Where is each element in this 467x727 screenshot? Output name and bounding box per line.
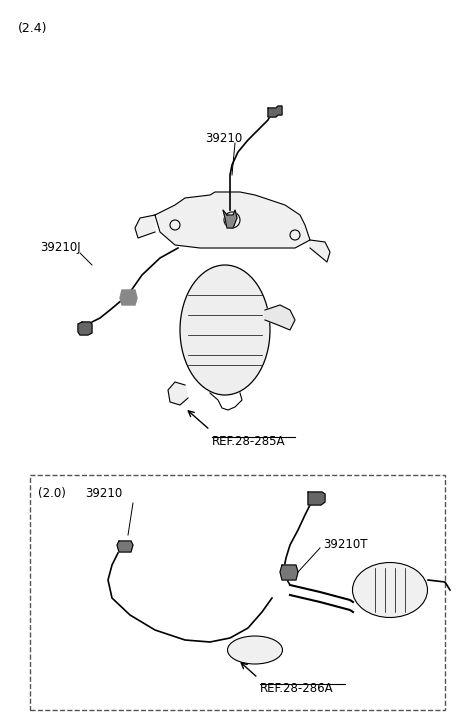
Ellipse shape <box>227 636 283 664</box>
Polygon shape <box>268 106 282 117</box>
Polygon shape <box>120 290 137 305</box>
Polygon shape <box>135 215 155 238</box>
Text: REF.28-285A: REF.28-285A <box>212 435 285 448</box>
Text: (2.4): (2.4) <box>18 22 48 35</box>
Ellipse shape <box>180 265 270 395</box>
Polygon shape <box>155 192 310 248</box>
Text: 39210: 39210 <box>205 132 242 145</box>
Polygon shape <box>280 565 298 580</box>
Text: REF.28-286A: REF.28-286A <box>260 682 333 695</box>
Polygon shape <box>168 382 188 405</box>
Ellipse shape <box>353 563 427 617</box>
Bar <box>30 475 445 710</box>
Polygon shape <box>310 240 330 262</box>
Polygon shape <box>308 492 325 505</box>
Polygon shape <box>265 305 295 330</box>
Text: (2.0): (2.0) <box>38 487 66 500</box>
Text: 39210: 39210 <box>85 487 122 500</box>
Polygon shape <box>117 541 133 552</box>
Text: 39210T: 39210T <box>323 539 368 552</box>
Polygon shape <box>78 322 92 335</box>
Text: 39210J: 39210J <box>40 241 81 254</box>
Polygon shape <box>223 210 237 228</box>
